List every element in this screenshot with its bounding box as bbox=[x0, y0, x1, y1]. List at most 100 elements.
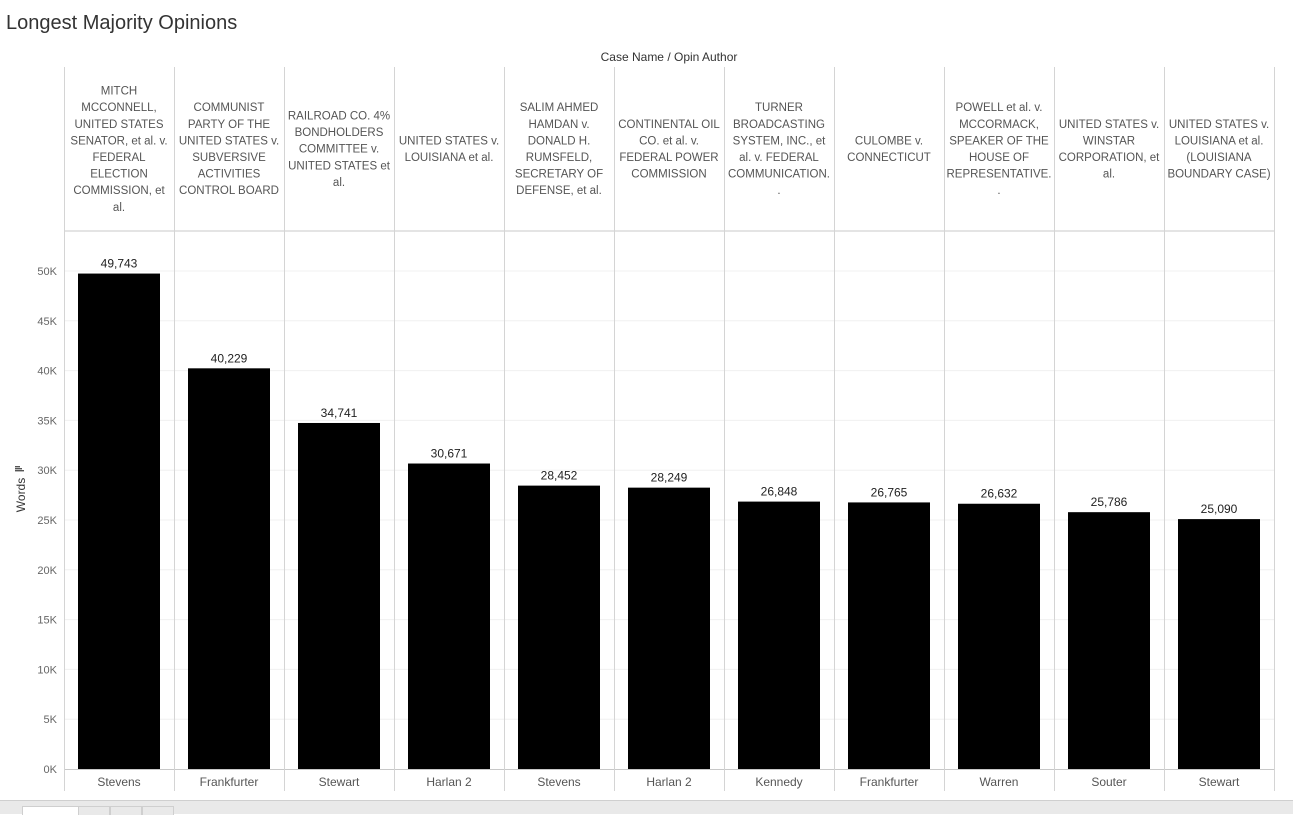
case-name-label: UNITED STATES v. bbox=[179, 135, 279, 147]
case-name-label: HAMDAN v. bbox=[528, 119, 589, 131]
author-label: Kennedy bbox=[755, 775, 802, 789]
case-name-label: PARTY OF THE bbox=[188, 119, 271, 131]
case-name-label: BOUNDARY CASE) bbox=[1167, 169, 1270, 181]
value-label: 25,090 bbox=[1201, 502, 1238, 516]
y-tick-label: 40K bbox=[37, 366, 57, 378]
value-label: 34,741 bbox=[321, 406, 358, 420]
bar bbox=[628, 487, 710, 769]
case-name-label: SYSTEM, INC., et bbox=[733, 135, 826, 147]
bar bbox=[518, 485, 600, 769]
bar bbox=[848, 502, 930, 769]
case-name-label: COMMUNICATION. bbox=[728, 169, 830, 181]
author-label: Harlan 2 bbox=[426, 775, 472, 789]
case-name-label: COMMISSION, et bbox=[73, 185, 165, 197]
y-tick-label: 50K bbox=[37, 266, 57, 278]
case-name-label: UNITED STATES v. bbox=[399, 135, 499, 147]
case-name-label: RUMSFELD, bbox=[526, 152, 592, 164]
bar bbox=[958, 503, 1040, 769]
case-name-label: UNITED STATES et bbox=[288, 160, 391, 172]
sheet-tab[interactable] bbox=[22, 806, 79, 815]
author-label: Frankfurter bbox=[200, 775, 259, 789]
author-label: Souter bbox=[1091, 775, 1126, 789]
case-name-label: UNITED STATES bbox=[74, 119, 163, 131]
case-name-label: SPEAKER OF THE bbox=[949, 135, 1049, 147]
bar bbox=[738, 501, 820, 769]
case-name-label: CONTROL BOARD bbox=[179, 185, 279, 197]
case-name-label: MCCONNELL, bbox=[81, 102, 156, 114]
author-label: Stewart bbox=[319, 775, 360, 789]
case-name-label: al. v. FEDERAL bbox=[739, 152, 819, 164]
author-label: Frankfurter bbox=[860, 775, 919, 789]
y-axis-title: Words bbox=[14, 478, 28, 512]
case-name-label: MCCORMACK, bbox=[959, 119, 1039, 131]
case-name-label: BROADCASTING bbox=[733, 119, 825, 131]
case-name-label: FEDERAL POWER bbox=[619, 152, 718, 164]
y-tick-label: 5K bbox=[44, 714, 58, 726]
value-label: 28,452 bbox=[541, 469, 578, 483]
case-name-label: BONDHOLDERS bbox=[295, 127, 384, 139]
case-name-label: WINSTAR bbox=[1083, 135, 1135, 147]
case-name-label: . bbox=[777, 185, 780, 197]
value-label: 28,249 bbox=[651, 471, 688, 485]
value-label: 25,786 bbox=[1091, 495, 1128, 509]
case-name-label: al. bbox=[113, 202, 125, 214]
case-name-label: LOUISIANA et al. bbox=[405, 152, 494, 164]
case-name-label: DEFENSE, et al. bbox=[516, 185, 602, 197]
case-name-label: RAILROAD CO. 4% bbox=[288, 111, 390, 123]
chart-title: Longest Majority Opinions bbox=[6, 12, 238, 34]
y-tick-label: 10K bbox=[37, 664, 57, 676]
y-tick-label: 0K bbox=[44, 764, 58, 776]
author-label: Stewart bbox=[1199, 775, 1240, 789]
case-name-label: CO. et al. v. bbox=[639, 135, 699, 147]
value-label: 26,765 bbox=[871, 485, 908, 499]
case-name-label: COMMITTEE v. bbox=[299, 144, 379, 156]
sheet-tab[interactable] bbox=[142, 806, 174, 815]
sort-icon[interactable] bbox=[15, 466, 24, 472]
y-tick-label: 45K bbox=[37, 316, 57, 328]
case-name-label: FEDERAL bbox=[92, 152, 146, 164]
case-name-label: SUBVERSIVE bbox=[192, 152, 266, 164]
sheet-tab-bar bbox=[0, 800, 1293, 815]
value-label: 26,632 bbox=[981, 487, 1018, 501]
case-name-label: SALIM AHMED bbox=[520, 102, 599, 114]
bar bbox=[1068, 512, 1150, 769]
sheet-tab[interactable] bbox=[78, 806, 110, 815]
case-name-label: CULOMBE v. bbox=[855, 135, 923, 147]
case-name-label: HOUSE OF bbox=[969, 152, 1029, 164]
case-name-label: UNITED STATES v. bbox=[1059, 119, 1159, 131]
column-header-label: Case Name / Opin Author bbox=[600, 50, 738, 64]
case-name-label: al. bbox=[1103, 169, 1115, 181]
case-name-label: ACTIVITIES bbox=[198, 169, 261, 181]
case-name-label: CONTINENTAL OIL bbox=[618, 119, 720, 131]
author-label: Warren bbox=[980, 775, 1019, 789]
y-tick-label: 15K bbox=[37, 615, 57, 627]
bar bbox=[298, 422, 380, 769]
y-tick-label: 25K bbox=[37, 515, 57, 527]
bar bbox=[188, 368, 270, 769]
y-tick-label: 30K bbox=[37, 465, 57, 477]
y-tick-label: 20K bbox=[37, 565, 57, 577]
case-name-label: COMMISSION bbox=[631, 169, 706, 181]
bar bbox=[1178, 519, 1260, 769]
case-name-label: DONALD H. bbox=[528, 135, 591, 147]
case-name-label: (LOUISIANA bbox=[1186, 152, 1252, 164]
case-name-label: CORPORATION, et bbox=[1059, 152, 1161, 164]
case-name-label: ELECTION bbox=[90, 169, 148, 181]
y-tick-label: 35K bbox=[37, 415, 57, 427]
bar bbox=[78, 273, 160, 769]
case-name-label: SENATOR, et al. v. bbox=[70, 135, 167, 147]
value-label: 40,229 bbox=[211, 351, 248, 365]
value-label: 49,743 bbox=[101, 257, 138, 271]
case-name-label: al. bbox=[333, 177, 345, 189]
case-name-label: MITCH bbox=[101, 86, 137, 98]
case-name-label: SECRETARY OF bbox=[515, 169, 603, 181]
case-name-label: UNITED STATES v. bbox=[1169, 119, 1269, 131]
case-name-label: LOUISIANA et al. bbox=[1175, 135, 1264, 147]
case-name-label: . bbox=[997, 185, 1000, 197]
value-label: 26,848 bbox=[761, 485, 798, 499]
author-label: Stevens bbox=[537, 775, 580, 789]
bar bbox=[408, 463, 490, 769]
sheet-tab[interactable] bbox=[110, 806, 142, 815]
author-label: Harlan 2 bbox=[646, 775, 692, 789]
